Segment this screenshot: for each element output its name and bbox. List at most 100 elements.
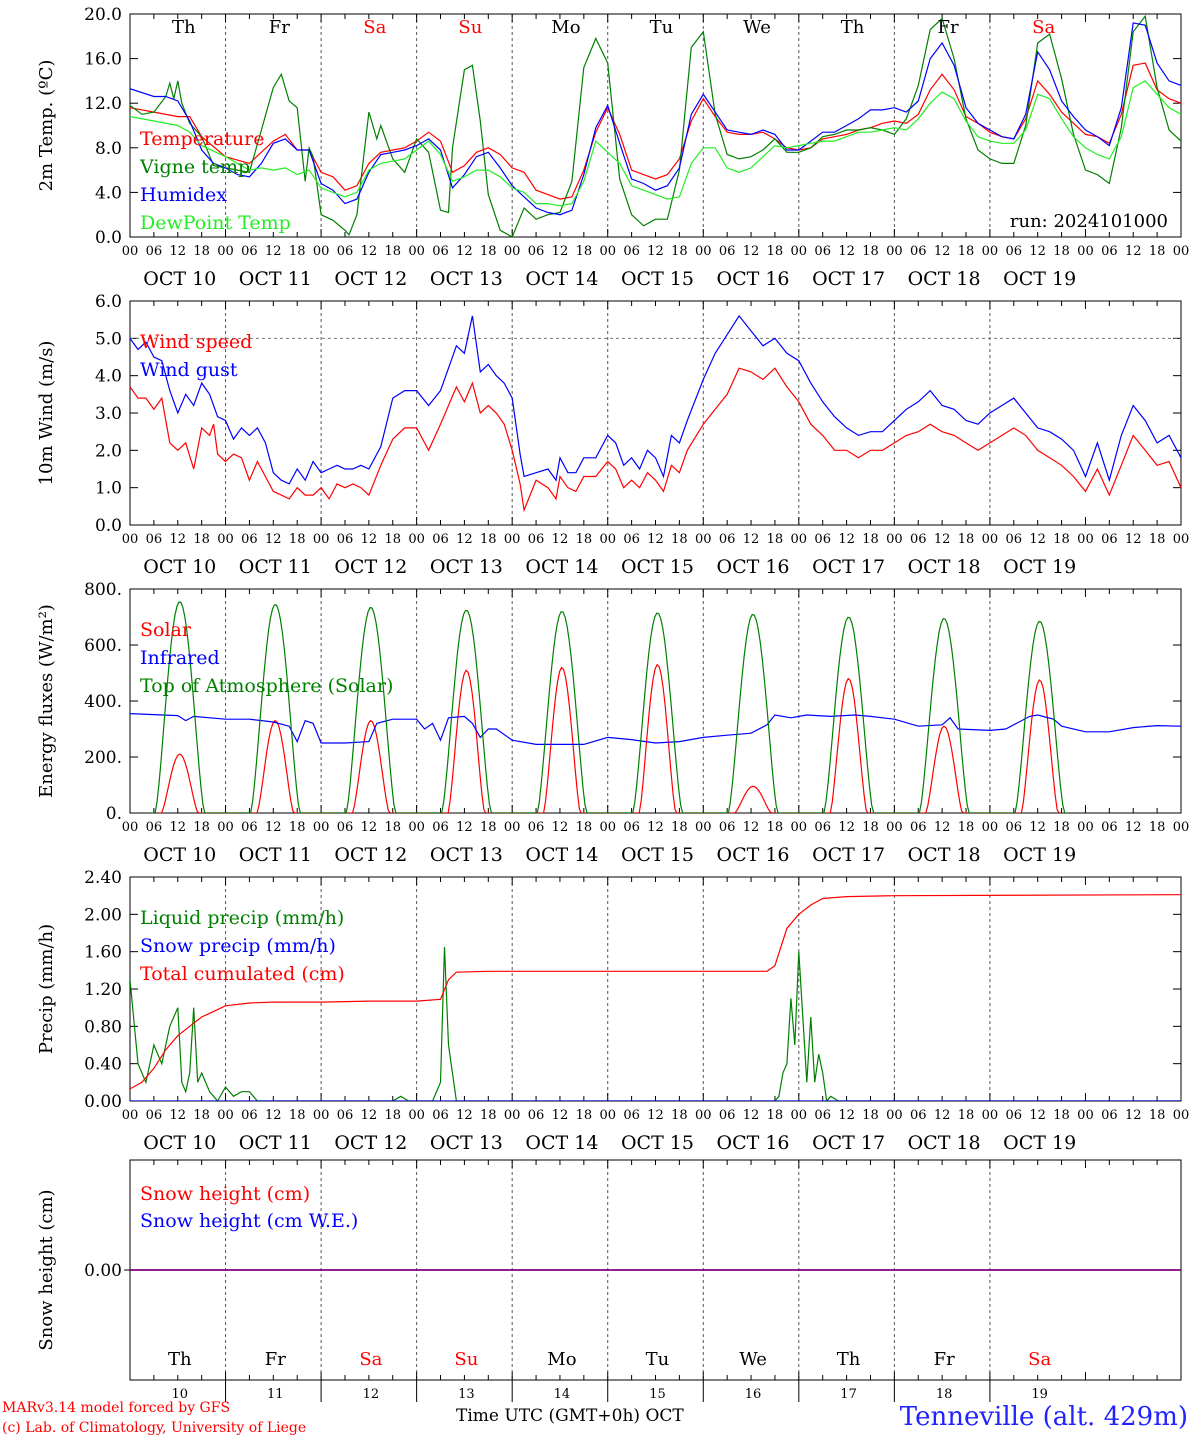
plot-area xyxy=(130,601,1181,813)
date-label: OCT 14 xyxy=(525,1132,598,1154)
hour-tick-label: 18 xyxy=(862,1108,879,1123)
weekday-label: Fr xyxy=(934,1349,955,1370)
series-line-wind-speed xyxy=(130,367,1181,513)
hour-tick-label: 18 xyxy=(384,532,401,547)
hour-tick-label: 06 xyxy=(814,244,831,259)
hour-tick-label: 00 xyxy=(504,820,521,835)
hour-tick-label: 18 xyxy=(289,244,306,259)
legend-entry: Snow height (cm W.E.) xyxy=(140,1210,358,1232)
date-label: OCT 10 xyxy=(143,268,216,290)
legend-entry: Total cumulated (cm) xyxy=(140,963,345,985)
hour-tick-label: 00 xyxy=(599,532,616,547)
date-label: OCT 18 xyxy=(908,1132,981,1154)
hour-tick-label: 06 xyxy=(146,1108,163,1123)
date-label: OCT 18 xyxy=(908,268,981,290)
day-number-label: 12 xyxy=(363,1387,380,1402)
hour-tick-label: 00 xyxy=(504,1108,521,1123)
hour-tick-label: 12 xyxy=(265,820,282,835)
y-tick-label: 1.20 xyxy=(84,980,122,1000)
hour-tick-label: 06 xyxy=(910,532,927,547)
hour-tick-label: 12 xyxy=(552,1108,569,1123)
hour-tick-label: 06 xyxy=(910,820,927,835)
hour-tick-label: 12 xyxy=(169,1108,186,1123)
hour-tick-label: 00 xyxy=(791,244,808,259)
hour-tick-label: 00 xyxy=(217,1108,234,1123)
hour-tick-label: 18 xyxy=(289,820,306,835)
hour-tick-label: 00 xyxy=(791,820,808,835)
hour-tick-label: 06 xyxy=(241,820,258,835)
legend-entry: Infrared xyxy=(140,647,220,669)
date-label: OCT 10 xyxy=(143,556,216,578)
day-number-label: 14 xyxy=(554,1387,571,1402)
date-label: OCT 13 xyxy=(430,268,503,290)
hour-tick-label: 00 xyxy=(122,1108,139,1123)
hour-tick-label: 06 xyxy=(719,820,736,835)
hour-tick-label: 12 xyxy=(934,532,951,547)
date-label: OCT 14 xyxy=(525,556,598,578)
hour-tick-label: 18 xyxy=(480,820,497,835)
hour-tick-label: 12 xyxy=(456,244,473,259)
hour-tick-label: 00 xyxy=(886,1108,903,1123)
hour-tick-label: 18 xyxy=(958,244,975,259)
weekday-label: Sa xyxy=(1028,1349,1051,1370)
date-label: OCT 19 xyxy=(1003,268,1076,290)
weekday-label: We xyxy=(739,1349,767,1370)
legend-entry: Wind gust xyxy=(140,359,238,381)
hour-tick-label: 18 xyxy=(384,244,401,259)
y-tick-label: 4.0 xyxy=(95,183,122,203)
y-tick-label: 2.00 xyxy=(84,905,122,925)
hour-tick-label: 12 xyxy=(647,244,664,259)
hour-tick-label: 06 xyxy=(146,820,163,835)
run-label: run: 2024101000 xyxy=(1010,211,1168,232)
weekday-label: Fr xyxy=(938,17,959,38)
legend-entry: Wind speed xyxy=(140,331,252,353)
hour-tick-label: 06 xyxy=(337,820,354,835)
hour-tick-label: 18 xyxy=(193,532,210,547)
panel-frame xyxy=(129,300,1182,526)
date-label: OCT 11 xyxy=(239,556,312,578)
hour-tick-label: 12 xyxy=(1125,820,1142,835)
hour-tick-label: 18 xyxy=(289,1108,306,1123)
hour-tick-label: 12 xyxy=(838,532,855,547)
series-line-liquid-precip-mm-h- xyxy=(130,946,1181,1101)
weekday-label: Mo xyxy=(547,1349,576,1370)
hour-tick-label: 06 xyxy=(337,1108,354,1123)
hour-tick-label: 00 xyxy=(408,1108,425,1123)
y-tick-label: 6.0 xyxy=(95,292,122,312)
hour-tick-label: 00 xyxy=(313,1108,330,1123)
date-label: OCT 15 xyxy=(621,1132,694,1154)
date-label: OCT 17 xyxy=(812,844,885,866)
hour-tick-label: 00 xyxy=(122,820,139,835)
hour-tick-label: 00 xyxy=(313,244,330,259)
day-number-label: 13 xyxy=(458,1387,475,1402)
hour-tick-label: 00 xyxy=(695,1108,712,1123)
hour-tick-label: 12 xyxy=(552,820,569,835)
panel-wind: 0.0 1.0 2.0 3.0 4.0 5.0 6.0 10m Wind (m/s) Wind … xyxy=(36,292,1189,578)
y-tick-label: 0.00 xyxy=(84,1092,122,1112)
hour-tick-label: 12 xyxy=(169,820,186,835)
legend-entry: Snow height (cm) xyxy=(140,1183,310,1205)
y-tick-label: 12.0 xyxy=(84,94,122,114)
hour-tick-label: 06 xyxy=(241,1108,258,1123)
hour-tick-label: 00 xyxy=(886,820,903,835)
hour-tick-label: 12 xyxy=(743,1108,760,1123)
panel-snow: 0.00 Snow height (cm) Snow height (cm) Snow… xyxy=(36,1159,1182,1402)
date-label: OCT 14 xyxy=(525,844,598,866)
hour-tick-label: 00 xyxy=(982,820,999,835)
series-line-infrared xyxy=(130,713,1181,745)
hour-tick-label: 00 xyxy=(1173,532,1190,547)
y-tick-label: 8.0 xyxy=(95,139,122,159)
y-tick-label: 0.0 xyxy=(95,228,122,248)
y-tick-label: 5.0 xyxy=(95,329,122,349)
weekday-label: Su xyxy=(454,1349,478,1370)
date-label: OCT 13 xyxy=(430,844,503,866)
hour-tick-label: 12 xyxy=(361,532,378,547)
series-line-vigne-temp xyxy=(130,14,1181,237)
day-number-label: 16 xyxy=(745,1387,762,1402)
date-label: OCT 16 xyxy=(717,1132,790,1154)
credit-line-2: (c) Lab. of Climatology, University of L… xyxy=(2,1420,307,1436)
y-tick-label: 0.80 xyxy=(84,1017,122,1037)
date-label: OCT 11 xyxy=(239,1132,312,1154)
weekday-label: Mo xyxy=(551,17,580,38)
y-axis-title: 2m Temp. (ºC) xyxy=(36,60,57,192)
